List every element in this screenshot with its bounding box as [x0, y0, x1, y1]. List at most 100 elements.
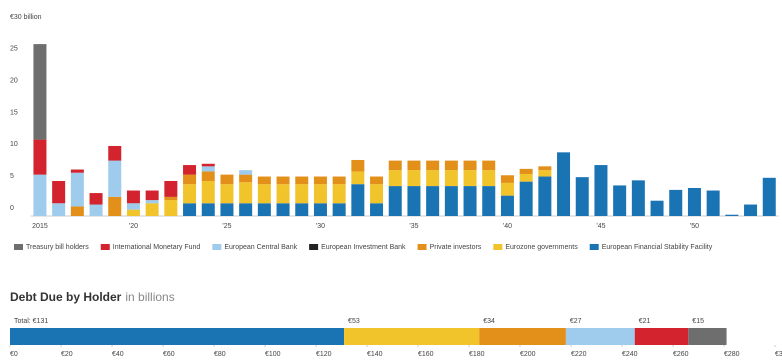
bar [126, 190, 140, 204]
bar [519, 173, 533, 182]
bar [183, 165, 197, 175]
bar [239, 182, 253, 204]
bar [220, 184, 234, 204]
bar [538, 166, 552, 171]
legend-label: Private investors [430, 244, 482, 251]
value-label: €27 [570, 318, 582, 325]
bar [239, 170, 253, 175]
bar [332, 203, 346, 216]
bar [482, 170, 496, 187]
bar [52, 203, 66, 216]
x-tick-label: €180 [469, 351, 485, 358]
bar [388, 170, 402, 187]
bar-segment [479, 328, 566, 345]
bar [482, 160, 496, 171]
y-tick-label: 5 [10, 173, 14, 180]
bar [407, 186, 421, 216]
bar [500, 195, 514, 216]
y-tick-label: €30 billion [10, 14, 42, 21]
x-tick-label: €140 [367, 351, 383, 358]
bar [183, 174, 197, 185]
value-label: €53 [348, 318, 360, 325]
bar [463, 170, 477, 187]
bar [426, 170, 440, 187]
bar [388, 186, 402, 216]
bar [463, 186, 477, 216]
bar [426, 160, 440, 171]
x-tick-label: €200 [520, 351, 536, 358]
bar [332, 184, 346, 204]
bar [220, 174, 234, 185]
bar [313, 203, 327, 216]
bar [594, 165, 608, 216]
x-tick-label: '30 [316, 223, 325, 230]
bar [370, 184, 384, 204]
bar [70, 206, 84, 216]
value-label: €34 [483, 318, 495, 325]
x-tick-label: €120 [316, 351, 332, 358]
x-tick-label: €40 [112, 351, 124, 358]
x-tick-label: €100 [265, 351, 281, 358]
bar [725, 214, 739, 216]
x-tick-label: '50 [690, 223, 699, 230]
legend-label: European Financial Stability Facility [602, 244, 713, 251]
bar [482, 186, 496, 216]
bar [201, 203, 215, 216]
bar [687, 187, 701, 216]
legend-swatch [100, 244, 110, 250]
bar [89, 204, 103, 216]
bar [351, 184, 365, 216]
bar [257, 176, 271, 185]
bar [108, 145, 122, 161]
bar [538, 170, 552, 177]
bar [126, 203, 140, 210]
bar [332, 176, 346, 185]
bar [426, 186, 440, 216]
bar [239, 174, 253, 183]
legend-swatch [493, 244, 503, 250]
x-tick-label: €0 [10, 351, 18, 358]
x-tick-label: €300 [775, 351, 782, 358]
legend-label: European Central Bank [224, 244, 297, 251]
chart-subtitle: in billions [125, 290, 174, 304]
bar [220, 203, 234, 216]
x-tick-label: €80 [214, 351, 226, 358]
bar [257, 203, 271, 216]
bar [557, 152, 571, 216]
bar [313, 184, 327, 204]
bar [295, 203, 309, 216]
bar [370, 176, 384, 185]
bar [201, 163, 215, 167]
x-tick-label: €20 [61, 351, 73, 358]
bar [613, 185, 627, 216]
bar [631, 180, 645, 216]
bar [164, 200, 178, 216]
bar [500, 175, 514, 183]
chart-title: Debt Due by Holder [10, 290, 122, 304]
legend-swatch [417, 244, 427, 250]
bar [183, 184, 197, 204]
value-label: Total: €131 [14, 318, 48, 325]
bar [407, 160, 421, 171]
bar [145, 190, 159, 201]
bar [313, 176, 327, 185]
bar [257, 184, 271, 204]
x-tick-label: €240 [622, 351, 638, 358]
bar [370, 203, 384, 216]
x-tick-label: €260 [673, 351, 689, 358]
bar [70, 169, 84, 173]
bar [444, 186, 458, 216]
bar [145, 200, 159, 204]
bar [276, 184, 290, 204]
x-tick-label: €60 [163, 351, 175, 358]
bar [201, 166, 215, 172]
y-tick-label: 10 [10, 141, 18, 148]
x-tick-label: '40 [503, 223, 512, 230]
y-tick-label: 20 [10, 78, 18, 85]
bar [575, 177, 589, 216]
bar [295, 184, 309, 204]
bar [295, 176, 309, 185]
bar [538, 176, 552, 216]
legend-label: Eurozone governments [505, 244, 578, 251]
bar [33, 139, 47, 175]
